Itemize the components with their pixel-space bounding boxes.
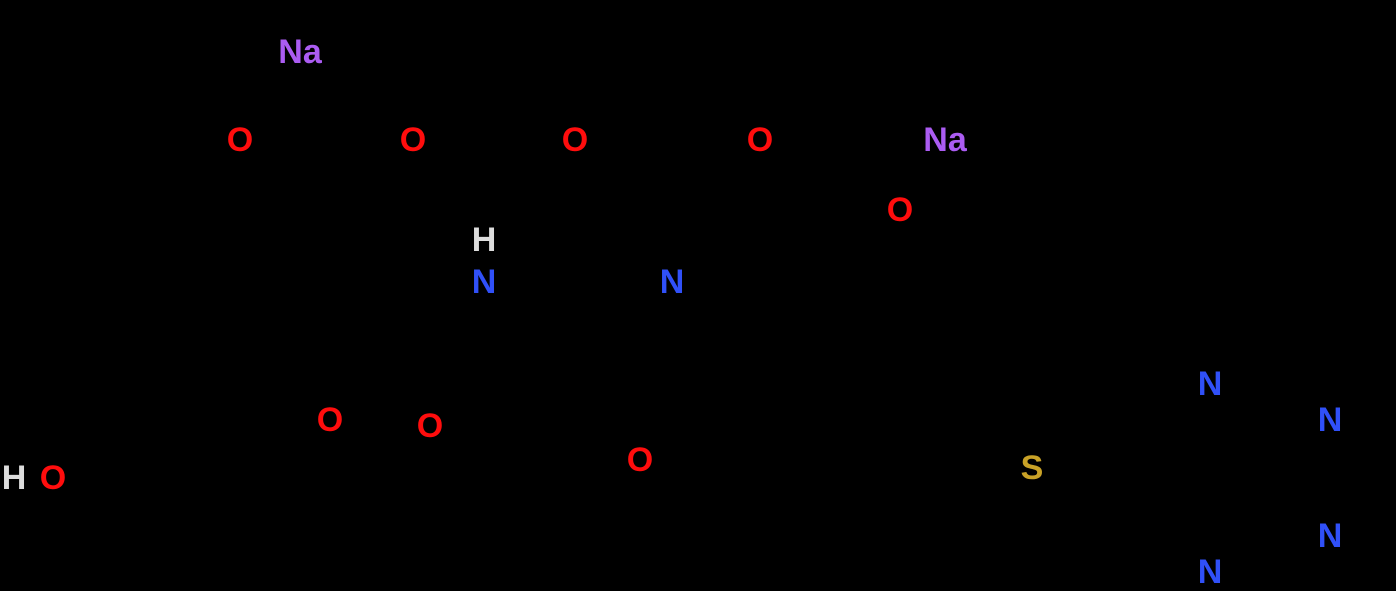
atom-O4: O — [747, 121, 773, 159]
molecule-diagram: NaOOOONaOHNNOOOHOSNNNN — [0, 0, 1396, 591]
atom-N4: N — [1318, 401, 1343, 439]
background — [0, 0, 1396, 591]
atom-O3: O — [562, 121, 588, 159]
atom-N3: N — [1198, 365, 1223, 403]
atom-Na2: Na — [923, 121, 968, 159]
atom-HO_O: O — [40, 459, 66, 497]
atom-O6: O — [317, 401, 343, 439]
atom-HN: H — [472, 221, 497, 259]
atom-O1: O — [227, 121, 253, 159]
atom-S1: S — [1021, 449, 1044, 487]
atom-O5: O — [887, 191, 913, 229]
atom-HO_H: H — [2, 459, 27, 497]
atom-Na1: Na — [278, 33, 323, 71]
atom-O7: O — [417, 407, 443, 445]
atom-O2: O — [400, 121, 426, 159]
atom-N5: N — [1318, 517, 1343, 555]
atom-N6: N — [1198, 553, 1223, 591]
atom-O8: O — [627, 441, 653, 479]
atom-N2: N — [660, 263, 685, 301]
atom-N1: N — [472, 263, 497, 301]
